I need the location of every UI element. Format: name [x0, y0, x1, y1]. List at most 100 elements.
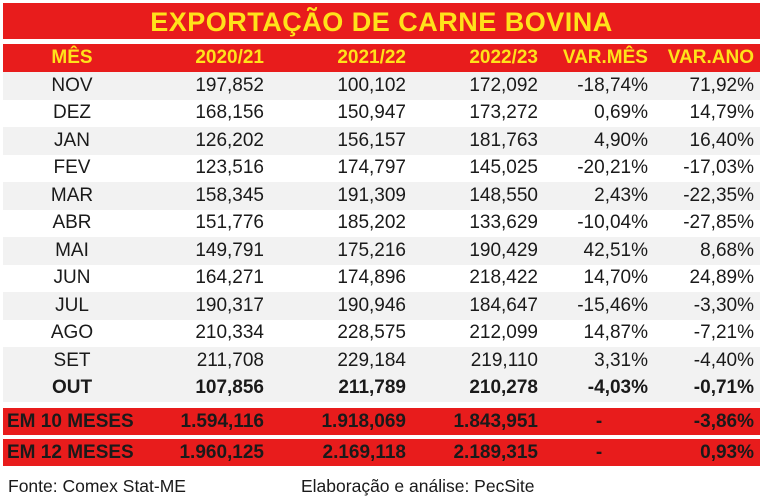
- table-row: MAI 149,791 175,216 190,429 42,51% 8,68%: [3, 237, 760, 265]
- value-cell: 172,092: [412, 72, 544, 100]
- value-cell: 228,575: [270, 319, 412, 347]
- totals-value: -: [544, 408, 654, 435]
- totals-label: EM 12 MESES: [3, 439, 141, 466]
- month-cell: SET: [3, 347, 141, 375]
- value-cell: -17,03%: [654, 154, 760, 182]
- value-cell: 190,429: [412, 237, 544, 265]
- value-cell: -7,21%: [654, 319, 760, 347]
- month-cell: DEZ: [3, 99, 141, 127]
- month-cell: ABR: [3, 209, 141, 237]
- value-cell: 197,852: [141, 72, 270, 100]
- value-cell: -0,71%: [654, 374, 760, 402]
- value-cell: 168,156: [141, 99, 270, 127]
- value-cell: 133,629: [412, 209, 544, 237]
- value-cell: 0,69%: [544, 99, 654, 127]
- export-table-card: EXPORTAÇÃO DE CARNE BOVINA MÊS 2020/21 2…: [3, 3, 760, 466]
- table-row: NOV 197,852 100,102 172,092 -18,74% 71,92%: [3, 72, 760, 100]
- header-2022-23: 2022/23: [412, 44, 544, 72]
- totals-value: 0,93%: [654, 439, 760, 466]
- totals-value: 1.960,125: [141, 439, 270, 466]
- value-cell: 211,708: [141, 347, 270, 375]
- totals-value: 1.594,116: [141, 408, 270, 435]
- value-cell: 150,947: [270, 99, 412, 127]
- totals-separator: [3, 435, 760, 439]
- value-cell: -27,85%: [654, 209, 760, 237]
- value-cell: 175,216: [270, 237, 412, 265]
- table-row: JUN 164,271 174,896 218,422 14,70% 24,89%: [3, 264, 760, 292]
- totals-row: EM 10 MESES 1.594,116 1.918,069 1.843,951- -…: [3, 408, 760, 435]
- value-cell: 126,202: [141, 127, 270, 155]
- table-row: JUL 190,317 190,946 184,647 -15,46% -3,30%: [3, 292, 760, 320]
- value-cell: -20,21%: [544, 154, 654, 182]
- header-2021-22: 2021/22: [270, 44, 412, 72]
- value-cell: 190,317: [141, 292, 270, 320]
- beef-export-table: MÊS 2020/21 2021/22 2022/23 VAR.MÊS VAR.…: [3, 44, 760, 466]
- value-cell: -4,40%: [654, 347, 760, 375]
- title-separator: [3, 39, 760, 44]
- table-row: SET 211,708 229,184 219,110 3,31% -4,40%: [3, 347, 760, 375]
- value-cell: -3,30%: [654, 292, 760, 320]
- totals-value: 2.189,315: [412, 439, 544, 466]
- value-cell: 184,647: [412, 292, 544, 320]
- value-cell: -4,03%: [544, 374, 654, 402]
- value-cell: 191,309: [270, 182, 412, 210]
- table-row: ABR 151,776 185,202 133,629 -10,04% -27,85%: [3, 209, 760, 237]
- header-2020-21: 2020/21: [141, 44, 270, 72]
- value-cell: -22,35%: [654, 182, 760, 210]
- value-cell: 107,856: [141, 374, 270, 402]
- value-cell: 229,184: [270, 347, 412, 375]
- totals-value: -: [544, 439, 654, 466]
- value-cell: 149,791: [141, 237, 270, 265]
- totals-value: 2.169,118: [270, 439, 412, 466]
- table-header: MÊS 2020/21 2021/22 2022/23 VAR.MÊS VAR.…: [3, 44, 760, 72]
- month-cell: JUN: [3, 264, 141, 292]
- month-cell: MAI: [3, 237, 141, 265]
- totals-value: -3,86%: [654, 408, 760, 435]
- totals-value: 1.843,951: [412, 408, 544, 435]
- value-cell: 145,025: [412, 154, 544, 182]
- value-cell: 185,202: [270, 209, 412, 237]
- month-cell: NOV: [3, 72, 141, 100]
- month-cell: MAR: [3, 182, 141, 210]
- value-cell: 3,31%: [544, 347, 654, 375]
- value-cell: 148,550: [412, 182, 544, 210]
- value-cell: 100,102: [270, 72, 412, 100]
- totals-label: EM 10 MESES: [3, 408, 141, 435]
- table-row: MAR 158,345 191,309 148,550 2,43% -22,35%: [3, 182, 760, 210]
- table-row: AGO 210,334 228,575 212,099 14,87% -7,21%: [3, 319, 760, 347]
- value-cell: 42,51%: [544, 237, 654, 265]
- month-cell: JAN: [3, 127, 141, 155]
- value-cell: 181,763: [412, 127, 544, 155]
- value-cell: 218,422: [412, 264, 544, 292]
- totals-gap: [3, 402, 760, 408]
- value-cell: 156,157: [270, 127, 412, 155]
- value-cell: 212,099: [412, 319, 544, 347]
- value-cell: 210,278: [412, 374, 544, 402]
- header-month: MÊS: [3, 44, 141, 72]
- table-row: DEZ 168,156 150,947 173,272 0,69% 14,79%: [3, 99, 760, 127]
- totals-value: 1.918,069: [270, 408, 412, 435]
- month-cell: OUT: [3, 374, 141, 402]
- value-cell: 14,87%: [544, 319, 654, 347]
- credit-note: Elaboração e análise: PecSite: [301, 476, 535, 496]
- value-cell: 158,345: [141, 182, 270, 210]
- header-var-month: VAR.MÊS: [544, 44, 654, 72]
- value-cell: 8,68%: [654, 237, 760, 265]
- value-cell: -10,04%: [544, 209, 654, 237]
- value-cell: 123,516: [141, 154, 270, 182]
- month-cell: JUL: [3, 292, 141, 320]
- value-cell: 16,40%: [654, 127, 760, 155]
- table-title: EXPORTAÇÃO DE CARNE BOVINA: [3, 3, 760, 39]
- value-cell: 174,797: [270, 154, 412, 182]
- value-cell: 14,70%: [544, 264, 654, 292]
- value-cell: 24,89%: [654, 264, 760, 292]
- table-totals: EM 10 MESES 1.594,116 1.918,069 1.843,951- -…: [3, 402, 760, 466]
- value-cell: -15,46%: [544, 292, 654, 320]
- value-cell: 164,271: [141, 264, 270, 292]
- table-row: OUT 107,856 211,789 210,278 -4,03% -0,71%: [3, 374, 760, 402]
- value-cell: -18,74%: [544, 72, 654, 100]
- value-cell: 151,776: [141, 209, 270, 237]
- value-cell: 71,92%: [654, 72, 760, 100]
- value-cell: 211,789: [270, 374, 412, 402]
- value-cell: 2,43%: [544, 182, 654, 210]
